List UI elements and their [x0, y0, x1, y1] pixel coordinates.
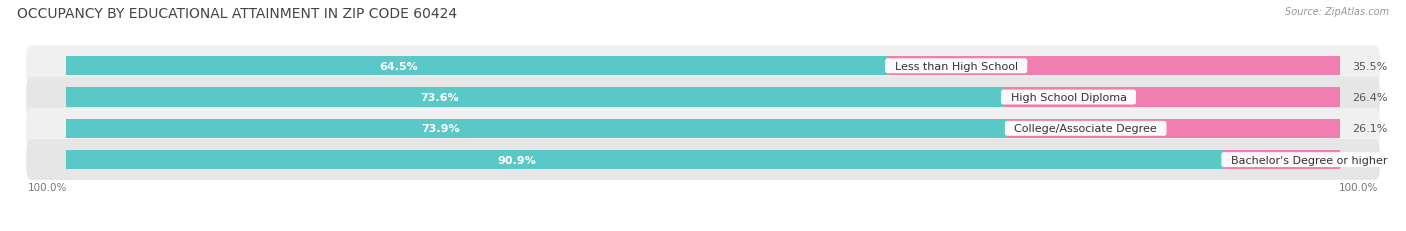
Text: Bachelor's Degree or higher: Bachelor's Degree or higher — [1223, 155, 1395, 165]
Bar — [1004, 88, 1340, 107]
Text: OCCUPANCY BY EDUCATIONAL ATTAINMENT IN ZIP CODE 60424: OCCUPANCY BY EDUCATIONAL ATTAINMENT IN Z… — [17, 7, 457, 21]
Bar — [66, 57, 887, 76]
Bar — [1223, 150, 1340, 170]
Text: 73.9%: 73.9% — [422, 124, 460, 134]
Text: High School Diploma: High School Diploma — [1004, 93, 1133, 103]
Bar — [887, 57, 1340, 76]
Text: 90.9%: 90.9% — [496, 155, 536, 165]
Text: 26.1%: 26.1% — [1353, 124, 1388, 134]
Text: 35.5%: 35.5% — [1353, 61, 1388, 71]
Text: Source: ZipAtlas.com: Source: ZipAtlas.com — [1285, 7, 1389, 17]
Bar — [66, 88, 1004, 107]
Bar — [66, 150, 1223, 170]
FancyBboxPatch shape — [27, 109, 1379, 149]
FancyBboxPatch shape — [27, 46, 1379, 87]
Text: 64.5%: 64.5% — [380, 61, 418, 71]
Text: 100.0%: 100.0% — [1339, 182, 1378, 192]
Text: College/Associate Degree: College/Associate Degree — [1007, 124, 1164, 134]
Text: 73.6%: 73.6% — [420, 93, 458, 103]
Bar — [66, 119, 1007, 138]
Text: 100.0%: 100.0% — [28, 182, 67, 192]
Text: 26.4%: 26.4% — [1353, 93, 1388, 103]
FancyBboxPatch shape — [27, 77, 1379, 118]
FancyBboxPatch shape — [27, 140, 1379, 180]
Bar — [1007, 119, 1340, 138]
Text: 9.1%: 9.1% — [1353, 155, 1381, 165]
Legend: Owner-occupied, Renter-occupied: Owner-occupied, Renter-occupied — [581, 229, 825, 231]
Text: Less than High School: Less than High School — [887, 61, 1025, 71]
